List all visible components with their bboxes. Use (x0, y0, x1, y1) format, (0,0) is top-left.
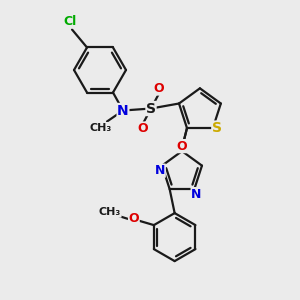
Text: CH₃: CH₃ (90, 122, 112, 133)
Text: Cl: Cl (63, 15, 76, 28)
Text: S: S (146, 101, 156, 116)
Text: O: O (154, 82, 164, 95)
Text: CH₃: CH₃ (99, 207, 121, 217)
Text: O: O (177, 140, 187, 153)
Text: N: N (117, 103, 129, 118)
Text: S: S (212, 121, 222, 135)
Text: O: O (138, 122, 148, 135)
Text: N: N (155, 164, 165, 177)
Text: O: O (129, 212, 139, 225)
Text: N: N (191, 188, 202, 201)
